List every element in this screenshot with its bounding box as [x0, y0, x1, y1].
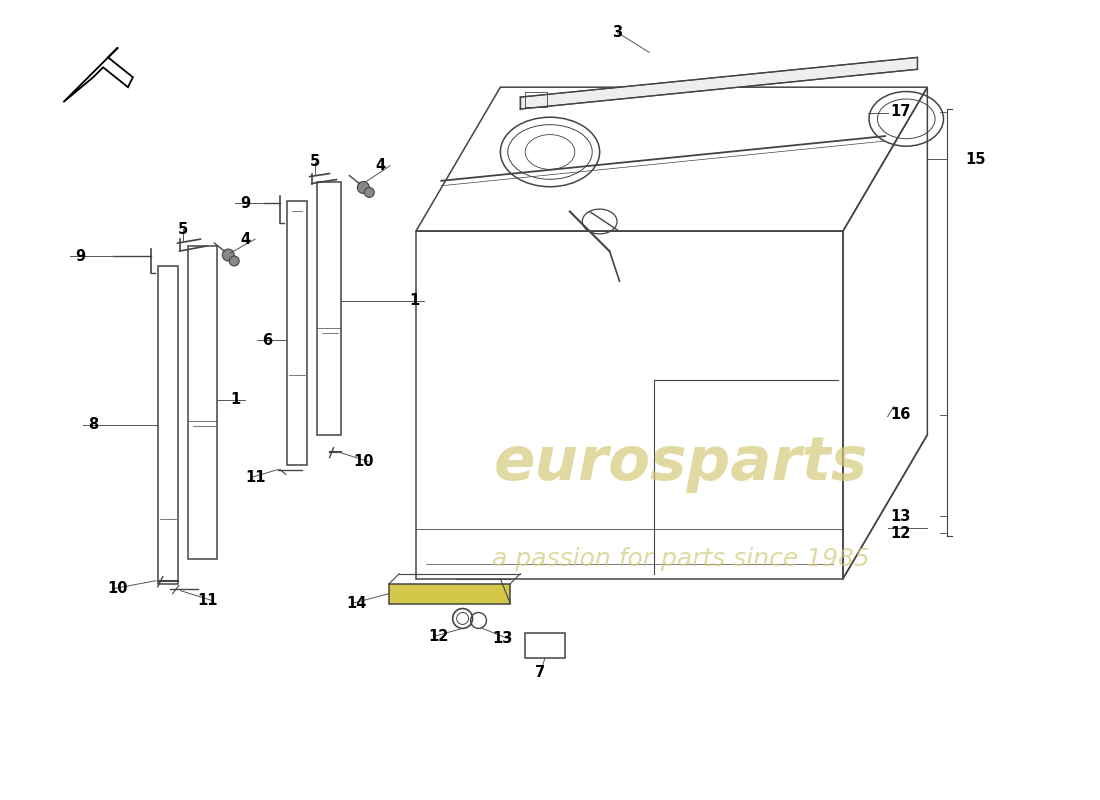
Text: 1: 1 — [230, 393, 241, 407]
Circle shape — [229, 256, 239, 266]
Text: 14: 14 — [345, 596, 366, 611]
Text: 9: 9 — [75, 249, 86, 263]
Text: 8: 8 — [88, 418, 98, 432]
Text: 13: 13 — [493, 631, 513, 646]
Text: 5: 5 — [177, 222, 188, 237]
Text: 9: 9 — [240, 196, 250, 211]
Polygon shape — [520, 58, 917, 109]
Text: 12: 12 — [428, 629, 449, 644]
Text: 12: 12 — [891, 526, 911, 541]
Text: a passion for parts since 1985: a passion for parts since 1985 — [492, 547, 870, 571]
Text: 4: 4 — [375, 158, 385, 173]
Polygon shape — [389, 584, 510, 603]
Text: 5: 5 — [309, 154, 320, 169]
Text: 17: 17 — [891, 104, 911, 119]
Text: 13: 13 — [891, 509, 911, 524]
Text: 3: 3 — [613, 25, 623, 40]
Text: 1: 1 — [409, 293, 419, 308]
Text: 4: 4 — [240, 232, 251, 246]
Text: 10: 10 — [353, 454, 374, 469]
Text: 7: 7 — [535, 665, 546, 679]
Text: 11: 11 — [198, 593, 218, 608]
Circle shape — [358, 182, 370, 194]
Circle shape — [364, 187, 374, 198]
Text: 15: 15 — [965, 152, 986, 166]
Text: 16: 16 — [891, 407, 911, 422]
Text: eurosparts: eurosparts — [494, 434, 868, 493]
Circle shape — [222, 249, 234, 261]
Text: 6: 6 — [262, 333, 272, 348]
Text: 10: 10 — [108, 581, 128, 596]
Text: 11: 11 — [245, 470, 266, 485]
